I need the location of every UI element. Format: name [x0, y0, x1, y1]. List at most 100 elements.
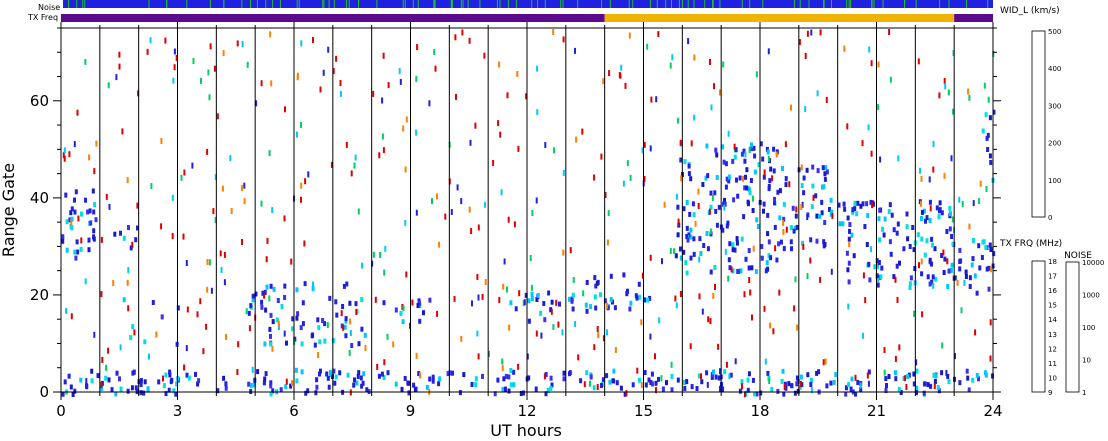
- echo-cell: [915, 390, 918, 396]
- echo-speck: [810, 387, 813, 394]
- echo-cell: [752, 145, 756, 151]
- echo-speck: [208, 94, 211, 101]
- echo-speck: [229, 155, 232, 162]
- echo-cell: [692, 236, 696, 242]
- echo-cell: [814, 193, 818, 199]
- echo-cell: [341, 304, 345, 309]
- echo-cell: [70, 206, 74, 212]
- echo-cell: [431, 378, 435, 384]
- echo-speck: [752, 245, 755, 252]
- noise-fleck: [665, 0, 667, 8]
- echo-speck: [618, 72, 621, 79]
- echo-cell: [571, 292, 575, 298]
- colorbar-tick-label: 500: [1048, 28, 1061, 36]
- noise-fleck: [250, 0, 251, 8]
- colorbar-tick-label: 10000: [1082, 259, 1104, 267]
- noise-fleck: [762, 0, 764, 8]
- echo-cell: [609, 297, 613, 303]
- echo-speck: [173, 64, 176, 71]
- echo-cell: [987, 286, 991, 292]
- echo-speck: [800, 380, 802, 387]
- echo-cell: [360, 297, 364, 303]
- echo-speck: [593, 174, 596, 181]
- echo-speck: [806, 214, 809, 221]
- echo-cell: [122, 297, 126, 303]
- echo-cell: [386, 370, 390, 376]
- echo-speck: [173, 48, 176, 55]
- echo-cell: [890, 212, 894, 218]
- echo-cell: [968, 284, 972, 289]
- echo-cell: [690, 384, 694, 390]
- echo-cell: [884, 388, 888, 393]
- colorbar-txfreq: TX FRQ (MHz) 9 10 11 12 13 14 15 16 17 18: [999, 239, 1062, 397]
- echo-cell: [318, 339, 322, 345]
- colorbar-noise: NOISE 1 10 100 1000 10000: [1064, 251, 1104, 397]
- echo-cell: [782, 246, 786, 252]
- echo-speck: [100, 291, 103, 298]
- echo-cell: [512, 369, 516, 375]
- echo-cell: [263, 341, 267, 347]
- echo-cell: [657, 376, 660, 382]
- echo-speck: [553, 147, 555, 154]
- echo-cell: [728, 241, 732, 247]
- echo-cell: [504, 374, 508, 379]
- echo-cell: [562, 370, 566, 376]
- colorbar-tick-label: 200: [1048, 140, 1061, 148]
- echo-speck: [752, 195, 754, 202]
- echo-cell: [810, 377, 813, 383]
- echo-speck: [171, 194, 174, 201]
- echo-speck: [148, 353, 150, 360]
- echo-speck: [897, 155, 900, 162]
- echo-cell: [318, 371, 321, 377]
- echo-cell: [295, 315, 299, 321]
- echo-cell: [920, 209, 924, 215]
- echo-cell: [959, 258, 963, 264]
- echo-speck: [243, 182, 246, 189]
- echo-speck: [577, 354, 580, 361]
- echo-cell: [926, 274, 930, 280]
- echo-cell: [162, 383, 166, 389]
- echo-speck: [438, 241, 441, 248]
- echo-cell: [176, 305, 180, 311]
- echo-cell: [877, 260, 881, 265]
- echo-speck: [200, 77, 202, 84]
- echo-cell: [679, 157, 683, 163]
- echo-speck: [782, 228, 785, 235]
- echo-speck: [790, 104, 792, 111]
- echo-cell: [438, 376, 442, 382]
- echo-cell: [915, 385, 919, 391]
- echo-cell: [992, 109, 996, 115]
- echo-speck: [171, 233, 174, 239]
- echo-speck: [199, 298, 202, 305]
- echo-speck: [433, 49, 436, 55]
- echo-cell: [216, 388, 220, 394]
- echo-cell: [502, 376, 506, 382]
- echo-cell: [985, 266, 989, 272]
- echo-cell: [882, 232, 886, 238]
- echo-cell: [306, 388, 310, 394]
- echo-speck: [492, 160, 495, 166]
- echo-speck: [476, 273, 479, 280]
- echo-cell: [958, 247, 962, 253]
- echo-cell: [847, 382, 851, 388]
- echo-cell: [665, 380, 668, 386]
- echo-cell: [905, 224, 909, 230]
- echo-cell: [599, 292, 602, 298]
- noise-fleck: [209, 0, 211, 8]
- echo-speck: [819, 276, 822, 283]
- echo-speck: [574, 321, 577, 327]
- noise-fleck: [719, 0, 721, 8]
- echo-speck: [507, 216, 510, 223]
- echo-cell: [264, 371, 268, 377]
- echo-cell: [737, 268, 741, 274]
- echo-cell: [143, 339, 147, 345]
- echo-speck: [941, 342, 944, 349]
- echo-speck: [870, 60, 873, 67]
- echo-cell: [760, 244, 764, 249]
- echo-cell: [524, 292, 528, 298]
- echo-cell: [950, 262, 954, 268]
- echo-speck: [693, 114, 696, 121]
- noise-flecks: [68, 0, 989, 8]
- echo-speck: [241, 239, 243, 245]
- echo-cell: [399, 310, 403, 316]
